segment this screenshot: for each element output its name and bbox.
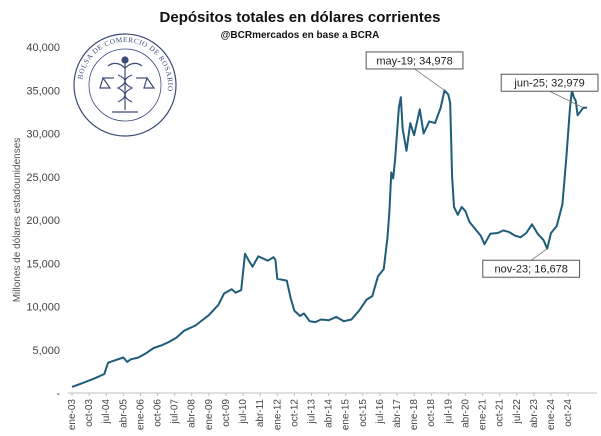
y-tick-label: - (56, 388, 60, 400)
annotation-label: may-19; 34,978 (376, 55, 452, 67)
annotation: may-19; 34,978 (365, 51, 464, 91)
x-tick-label: oct-03 (84, 399, 95, 427)
chart-title: Depósitos totales en dólares corrientes (160, 9, 441, 26)
y-tick-label: 40,000 (26, 42, 60, 54)
y-tick-label: 20,000 (26, 215, 60, 227)
y-tick-label: 5,000 (32, 345, 60, 357)
y-tick-label: 30,000 (26, 129, 60, 141)
x-tick-label: ene-12 (272, 399, 283, 431)
annotation-leader (530, 248, 548, 261)
annotation: jun-25; 32,979 (500, 73, 599, 109)
x-tick-label: abr-23 (529, 399, 540, 428)
y-tick-label: 10,000 (26, 302, 60, 314)
x-tick-label: abr-17 (392, 399, 403, 428)
y-tick-label: 25,000 (26, 172, 60, 184)
chart-subtitle: @BCRmercados en base a BCRA (221, 30, 380, 41)
x-tick-label: jul-19 (443, 399, 454, 425)
annotation: nov-23; 16,678 (482, 248, 581, 278)
annotation-box (482, 259, 581, 278)
annotation-leader (414, 68, 445, 91)
x-tick-label: jul-13 (306, 399, 317, 425)
x-tick-label: abr-20 (460, 399, 471, 428)
x-ticks: ene-03 oct-03 jul-04 abr-05 ene-06 oct-06 jul-… (67, 393, 574, 430)
y-tick-label: 15,000 (26, 258, 60, 270)
x-tick-label: ene-24 (546, 399, 557, 431)
x-tick-label: ene-18 (409, 399, 420, 431)
x-tick-label: oct-06 (153, 399, 164, 427)
x-tick-label: oct-09 (221, 399, 232, 427)
x-tick-label: abr-08 (187, 399, 198, 428)
x-tick-label: abr-14 (324, 399, 335, 428)
x-tick-label: oct-24 (563, 399, 574, 427)
x-tick-label: abr-05 (118, 399, 129, 428)
logo-seal: BOLSA DE COMERCIO DE ROSARIO (73, 33, 177, 137)
x-tick-label: jul-10 (238, 399, 249, 425)
x-tick-label: jul-16 (375, 399, 386, 425)
x-tick-label: oct-12 (289, 399, 300, 427)
annotation-label: nov-23; 16,678 (494, 264, 567, 276)
series-line (71, 89, 588, 388)
x-tick-label: ene-03 (67, 399, 78, 431)
x-tick-label: oct-21 (495, 399, 506, 427)
x-tick-label: ene-21 (478, 399, 489, 431)
annotation-box (365, 51, 464, 70)
x-tick-label: jul-22 (512, 399, 523, 425)
annotation-label: jun-25; 32,979 (513, 78, 584, 90)
x-tick-label: jul-04 (101, 399, 112, 425)
x-tick-label: ene-09 (204, 399, 215, 431)
y-tick-label: 35,000 (26, 85, 60, 97)
x-tick-label: ene-15 (341, 399, 352, 431)
annotation-box (500, 73, 599, 92)
annotation-leader (549, 90, 584, 109)
series-group (71, 89, 588, 388)
y-axis-label: Millones de dólares estadounidenses (12, 138, 23, 303)
x-tick-label: jul-07 (170, 399, 181, 425)
x-tick-label: oct-15 (358, 399, 369, 427)
x-tick-label: oct-18 (426, 399, 437, 427)
x-tick-label: ene-06 (135, 399, 146, 431)
y-ticks: - 5,000 10,000 15,000 20,000 25,000 30,000 35,0… (26, 42, 60, 400)
caduceus-seal-icon (99, 56, 156, 113)
annotations: may-19; 34,978 jun-25; 32,979 nov-23; 16,6… (365, 51, 599, 278)
x-tick-label: abr-11 (255, 399, 266, 428)
